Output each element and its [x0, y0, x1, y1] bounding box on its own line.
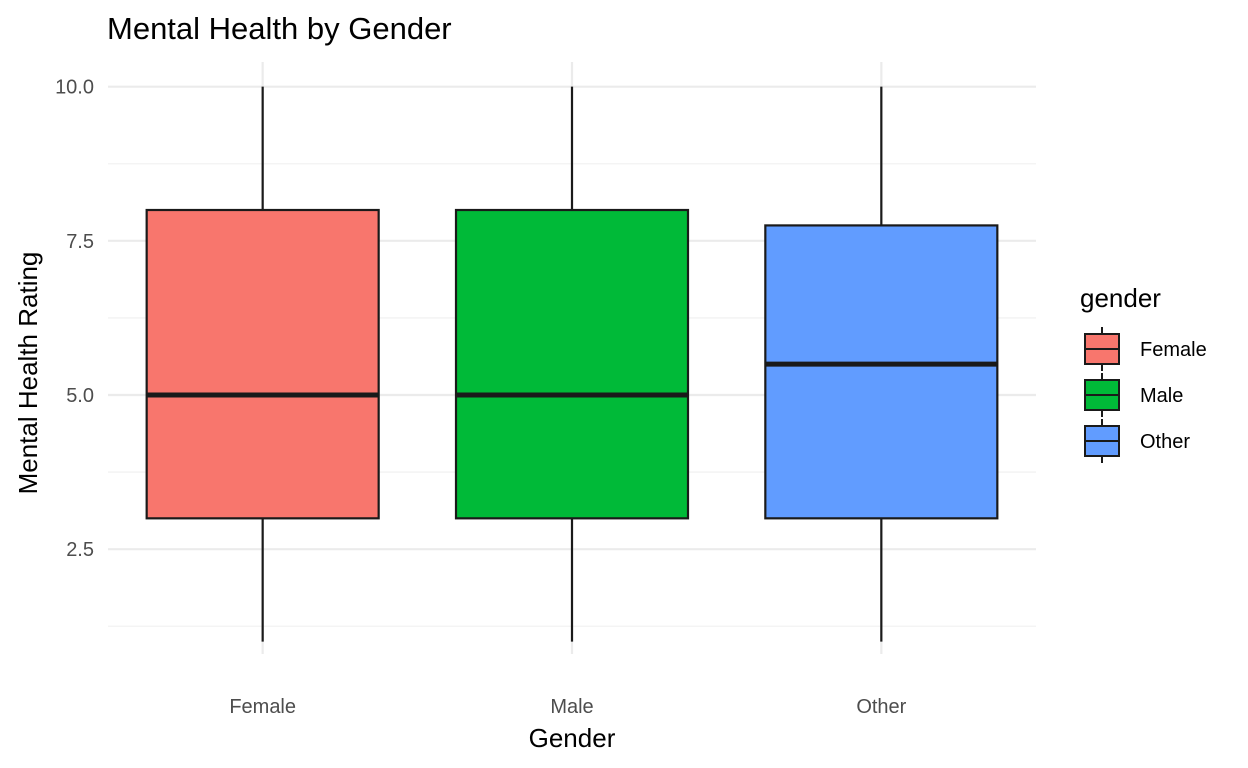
legend-item-male: Male — [1084, 373, 1183, 417]
x-tick-label: Female — [229, 696, 296, 718]
y-tick-label: 7.5 — [66, 231, 94, 253]
box-male — [454, 86, 690, 642]
legend-title: gender — [1080, 283, 1161, 313]
box-other — [764, 86, 999, 642]
box-female — [145, 86, 380, 642]
y-axis-title: Mental Health Rating — [13, 252, 43, 495]
box-layer — [145, 86, 999, 642]
x-axis-title: Gender — [529, 723, 616, 753]
y-tick-label: 2.5 — [66, 539, 94, 561]
x-tick-label: Male — [550, 696, 593, 718]
x-tick-label: Other — [856, 696, 906, 718]
box-body — [454, 208, 690, 520]
legend-label: Other — [1140, 431, 1190, 453]
legend-label: Female — [1140, 339, 1207, 361]
legend-label: Male — [1140, 385, 1183, 407]
axis-layer: 2.5 5.0 7.5 10.0 Female Male Other — [55, 77, 907, 718]
box-body — [764, 224, 999, 520]
y-tick-label: 5.0 — [66, 385, 94, 407]
legend: gender Female Male Other — [1080, 283, 1207, 463]
chart-title: Mental Health by Gender — [107, 11, 452, 46]
legend-item-female: Female — [1084, 327, 1207, 371]
legend-items: Female Male Other — [1084, 327, 1207, 463]
box-body — [145, 208, 380, 520]
y-tick-label: 10.0 — [55, 77, 94, 99]
legend-item-other: Other — [1084, 419, 1190, 463]
